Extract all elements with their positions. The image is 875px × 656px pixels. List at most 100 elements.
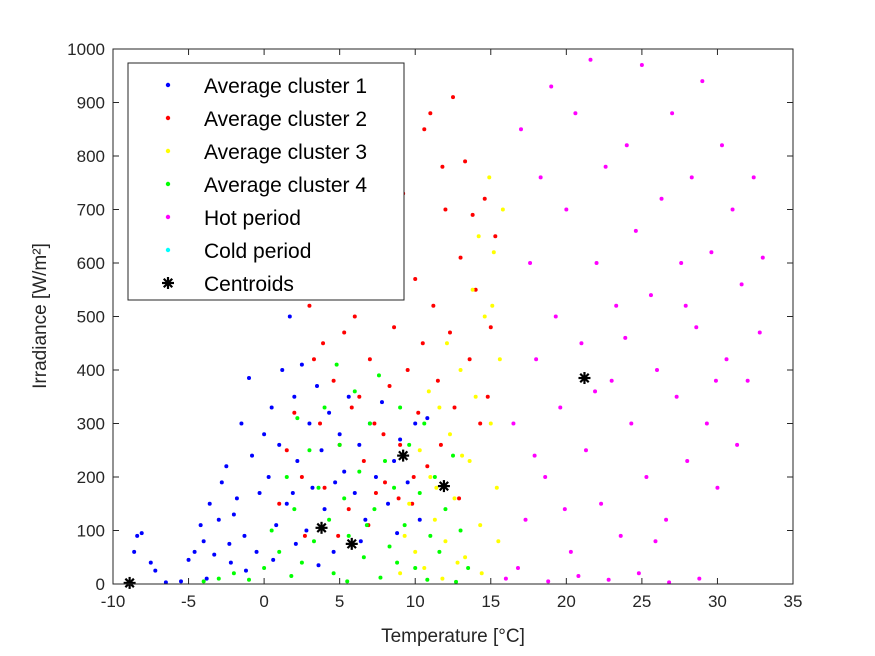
data-point	[316, 563, 321, 568]
data-point	[179, 579, 183, 584]
data-point	[372, 507, 377, 512]
data-point	[277, 549, 282, 554]
data-point	[473, 287, 478, 292]
series-group	[398, 175, 505, 581]
data-point	[467, 458, 472, 463]
y-tick-label: 0	[96, 575, 105, 594]
data-point	[413, 421, 418, 426]
data-point	[425, 416, 430, 421]
data-point	[478, 523, 483, 528]
data-point	[493, 234, 498, 239]
y-tick-label: 1000	[67, 40, 105, 59]
data-point	[405, 480, 410, 485]
data-point	[392, 458, 397, 463]
legend-label: Average cluster 3	[204, 141, 367, 164]
data-point	[503, 576, 508, 581]
data-point	[704, 421, 709, 426]
data-point	[413, 565, 418, 570]
data-point	[579, 341, 584, 346]
data-point	[422, 127, 427, 132]
data-point	[606, 577, 611, 582]
data-point	[378, 575, 383, 580]
data-point	[284, 448, 289, 453]
data-point	[460, 453, 465, 458]
legend-marker	[165, 115, 171, 121]
data-point	[322, 405, 327, 410]
data-point	[383, 458, 387, 463]
data-point	[689, 175, 694, 180]
data-point	[395, 560, 400, 565]
x-tick-label: 30	[708, 592, 727, 611]
data-point	[290, 491, 295, 496]
data-point	[216, 517, 221, 522]
data-point	[420, 341, 425, 346]
data-point	[491, 250, 496, 255]
data-point	[655, 368, 659, 372]
data-point	[148, 560, 153, 565]
data-point	[679, 261, 684, 265]
data-point	[212, 552, 217, 557]
data-point	[416, 410, 421, 415]
data-point	[376, 373, 381, 378]
data-point	[299, 560, 304, 565]
data-point	[383, 480, 387, 485]
legend-marker	[165, 247, 171, 253]
data-point	[331, 378, 336, 383]
data-point	[745, 378, 750, 383]
data-point	[463, 555, 468, 560]
data-point	[454, 579, 459, 584]
data-point	[428, 533, 433, 538]
data-point	[623, 335, 628, 340]
data-point	[274, 523, 279, 528]
data-point	[372, 421, 377, 426]
data-point	[242, 533, 247, 538]
data-point	[333, 480, 338, 485]
data-point	[289, 573, 294, 578]
data-point	[243, 568, 248, 573]
data-point	[293, 541, 298, 546]
data-point	[479, 571, 484, 576]
data-point	[496, 539, 501, 544]
data-point	[488, 421, 493, 426]
data-point	[319, 448, 324, 453]
data-point	[467, 357, 472, 362]
data-point	[443, 207, 448, 212]
data-point	[674, 394, 679, 399]
y-tick-label: 500	[77, 308, 105, 327]
data-point	[398, 437, 403, 442]
data-point	[357, 394, 362, 399]
data-point	[234, 496, 239, 501]
data-point	[381, 432, 386, 437]
data-point	[543, 475, 548, 479]
data-point	[257, 491, 262, 496]
data-point	[280, 368, 285, 372]
data-point	[435, 378, 440, 383]
data-point	[336, 533, 341, 538]
data-point	[192, 549, 197, 554]
data-point	[299, 475, 304, 479]
data-point	[463, 159, 468, 164]
centroid-point	[578, 372, 591, 385]
data-point	[254, 549, 259, 554]
data-point	[292, 394, 297, 399]
data-point	[425, 577, 430, 582]
data-point	[432, 475, 437, 479]
data-point	[204, 576, 209, 581]
data-point	[730, 207, 735, 212]
data-point	[452, 496, 457, 501]
data-point	[287, 314, 292, 319]
data-point	[307, 448, 312, 453]
data-point	[576, 573, 581, 578]
data-point	[247, 376, 251, 381]
data-point	[558, 405, 563, 410]
data-point	[599, 501, 604, 506]
data-point	[346, 394, 351, 399]
x-tick-label: -10	[101, 592, 126, 611]
data-point	[440, 164, 445, 169]
data-point	[334, 362, 339, 367]
data-point	[307, 303, 312, 308]
data-point	[315, 384, 319, 389]
data-point	[724, 357, 729, 362]
data-point	[304, 528, 309, 533]
